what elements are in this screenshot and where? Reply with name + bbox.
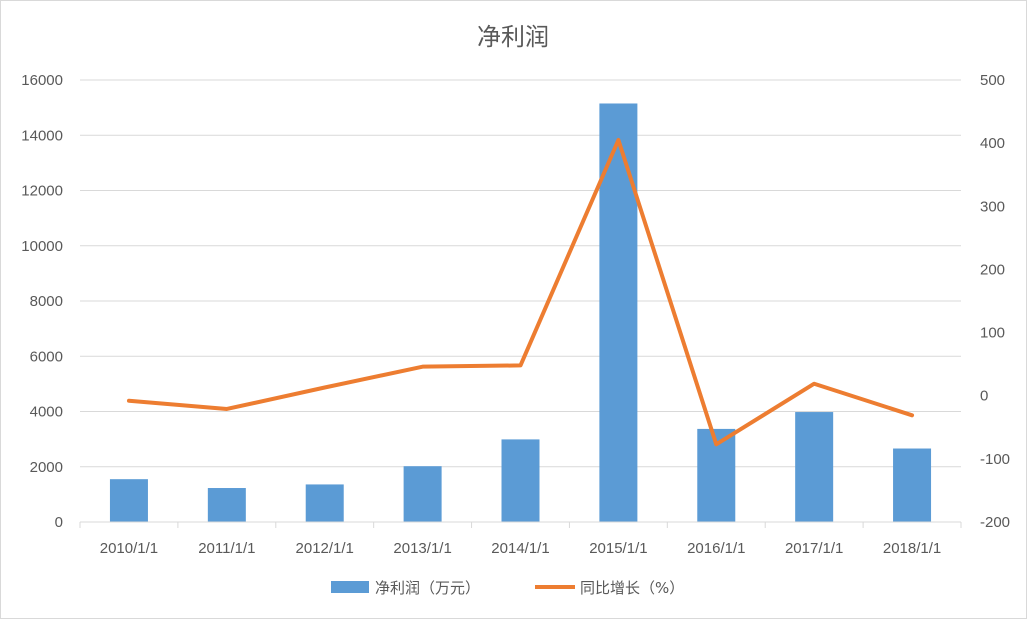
x-axis-labels: 2010/1/1 2011/1/1 2012/1/1 2013/1/1 2014/1/1… [100, 540, 942, 557]
legend-swatch-bar [331, 581, 369, 593]
y-left-tick-label: 6000 [30, 348, 63, 365]
y-axis-left-labels: 16000 14000 12000 10000 8000 6000 4000 2000 0 [21, 72, 63, 531]
x-tick-label: 2011/1/1 [198, 540, 255, 557]
legend: 净利润（万元） 同比增长（%） [331, 579, 684, 597]
y-left-tick-label: 16000 [21, 72, 63, 89]
chart-title: 净利润 [477, 23, 549, 51]
y-right-tick-label: 500 [980, 72, 1005, 89]
bar [403, 466, 442, 522]
y-right-tick-label: 0 [980, 388, 988, 405]
y-left-tick-label: 8000 [30, 293, 63, 310]
y-left-tick-label: 14000 [21, 127, 63, 144]
grid-lines [80, 79, 961, 468]
y-left-tick-label: 12000 [21, 183, 63, 200]
bar [795, 412, 834, 522]
y-left-tick-label: 2000 [30, 459, 63, 476]
y-left-tick-label: 10000 [21, 238, 63, 255]
axes [79, 521, 962, 528]
bar [893, 448, 932, 522]
y-right-tick-label: -100 [980, 451, 1010, 468]
bar-series [109, 103, 932, 522]
y-right-tick-label: 200 [980, 261, 1005, 278]
bar [109, 479, 148, 522]
line-series [126, 137, 915, 447]
x-tick-label: 2013/1/1 [393, 540, 451, 557]
y-right-tick-label: 300 [980, 198, 1005, 215]
x-tick-label: 2010/1/1 [100, 540, 158, 557]
bar [207, 488, 246, 522]
legend-label-line: 同比增长（%） [580, 579, 684, 597]
x-tick-label: 2012/1/1 [296, 540, 354, 557]
y-right-tick-label: 100 [980, 325, 1005, 342]
x-tick-label: 2015/1/1 [589, 540, 647, 557]
y-left-tick-label: 4000 [30, 404, 63, 421]
y-right-tick-label: -200 [980, 514, 1010, 531]
x-tick-label: 2016/1/1 [687, 540, 745, 557]
x-tick-label: 2014/1/1 [491, 540, 549, 557]
y-left-tick-label: 0 [55, 514, 63, 531]
legend-label-bar: 净利润（万元） [375, 579, 480, 597]
bar [501, 439, 540, 522]
y-axis-right-labels: 500 400 300 200 100 0 -100 -200 [980, 72, 1010, 531]
bar [305, 484, 344, 522]
y-right-tick-label: 400 [980, 135, 1005, 152]
series-line [126, 137, 915, 447]
x-tick-label: 2017/1/1 [785, 540, 843, 557]
x-tick-label: 2018/1/1 [883, 540, 941, 557]
